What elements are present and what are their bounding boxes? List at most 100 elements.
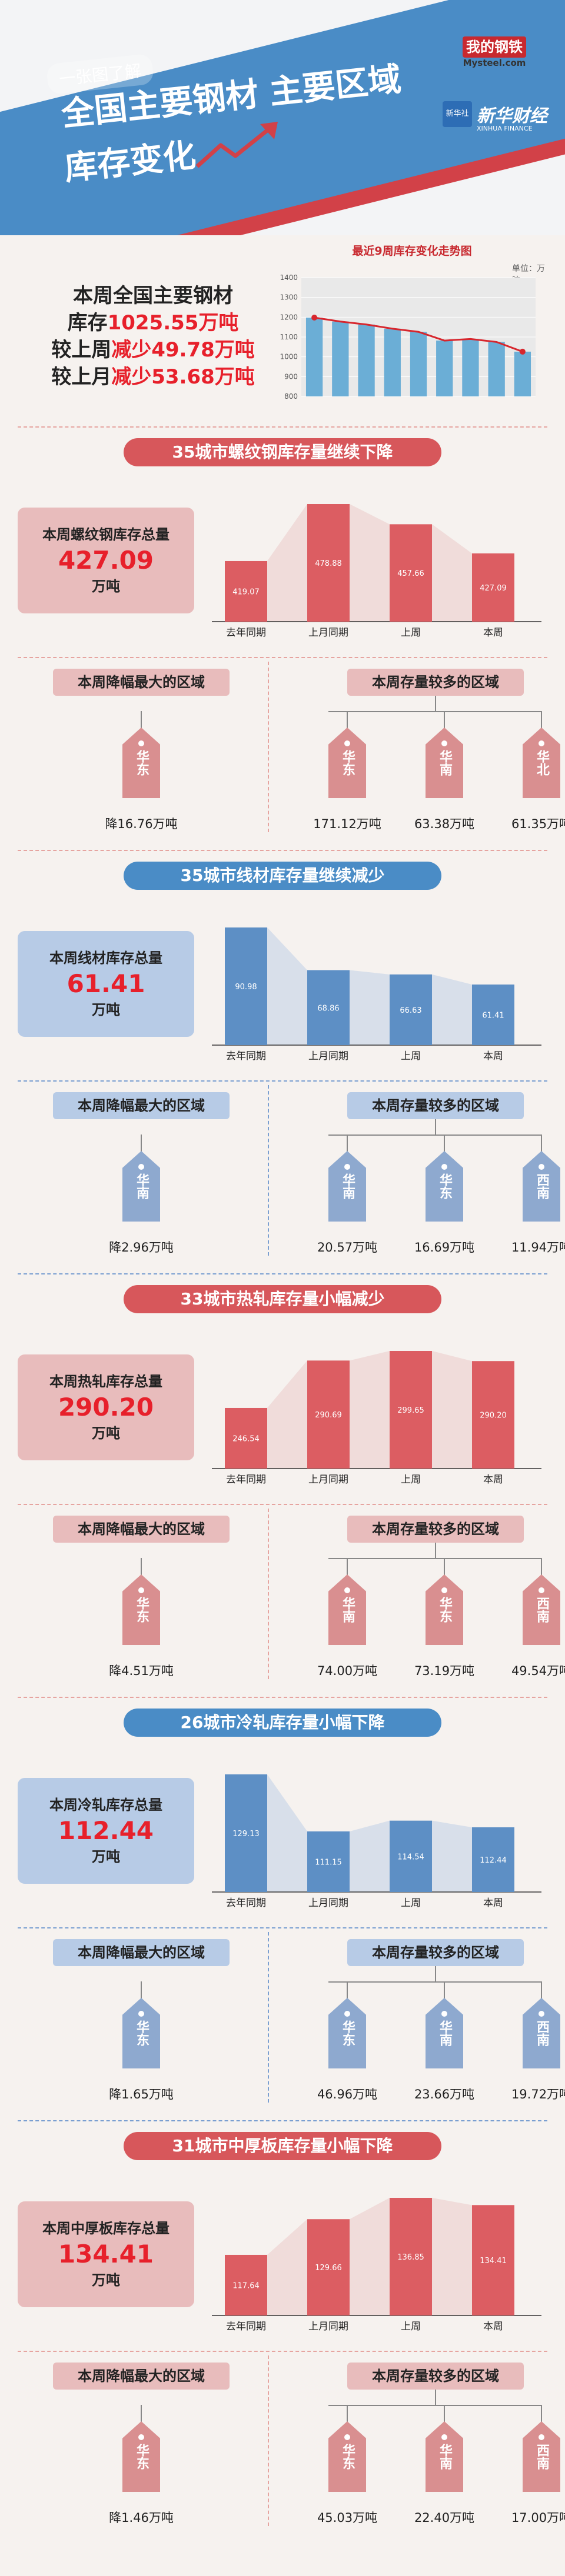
top-region-tag: 华东 — [328, 1981, 366, 2068]
bar-value-label: 290.69 — [315, 1411, 342, 1420]
tag-string — [347, 1558, 348, 1578]
region-amount: 46.96万吨 — [317, 2087, 378, 2101]
tag-region-name: 华东 — [122, 2421, 160, 2492]
tag-hole — [441, 2434, 447, 2440]
nine-week-trend-chart: 最近9周库存变化走势图 单位：万吨 8009001000110012001300… — [277, 242, 547, 407]
top-region-tag: 华东 — [426, 1558, 463, 1645]
tag-hole — [138, 1164, 144, 1170]
stock-unit: 万吨 — [92, 1848, 120, 1865]
trend-bar — [436, 341, 453, 396]
section-title: 35城市螺纹钢库存量继续下降 — [124, 438, 441, 466]
trend-point — [311, 315, 318, 321]
trend-line — [314, 316, 523, 353]
bar — [307, 1831, 350, 1892]
tag-string — [541, 711, 542, 731]
tag-region-name: 华东 — [122, 1574, 160, 1645]
bar — [390, 1820, 432, 1892]
bar-value-label: 419.07 — [232, 588, 260, 596]
column-separator — [268, 1085, 269, 1256]
bar — [390, 524, 432, 622]
bar-trend-area — [225, 1774, 514, 1892]
summary-line1: 本周全国主要钢材 — [73, 284, 233, 308]
top-region-tag: 华南 — [328, 1134, 366, 1222]
top-region-tag: 华东 — [328, 2405, 366, 2492]
summary-month-change: 减少53.68万吨 — [111, 365, 255, 389]
tag-hole — [441, 2011, 447, 2017]
tag-string — [444, 2405, 445, 2425]
bar — [225, 2254, 267, 2315]
drop-amount: 降16.76万吨 — [105, 817, 178, 831]
tag-string — [444, 1981, 445, 2001]
stock-value: 112.44 — [58, 1816, 154, 1845]
stock-label: 本周线材库存总量 — [49, 950, 162, 966]
bar-value-label: 129.13 — [232, 1830, 260, 1838]
largest-drop-title: 本周降幅最大的区域 — [53, 669, 230, 696]
y-tick-label: 1400 — [280, 273, 298, 282]
tag-string — [141, 1558, 142, 1578]
weekly-stock-bar-chart: 117.64 去年同期 129.66 上月同期 136.85 上周 134.41 本周 — [212, 2198, 541, 2333]
divider — [18, 1273, 547, 1274]
tag-region-name: 西南 — [523, 1574, 560, 1645]
section-title: 26城市冷轧库存量小幅下降 — [124, 1709, 441, 1737]
trend-bar — [488, 342, 505, 396]
x-category-label: 上月同期 — [308, 1474, 348, 1486]
stock-value: 427.09 — [58, 546, 154, 575]
tree-connector — [328, 1558, 541, 1559]
drop-region-tag: 华南 — [122, 1134, 160, 1222]
tag-string — [141, 711, 142, 731]
stock-unit: 万吨 — [92, 1425, 120, 1442]
top-region-tag: 西南 — [523, 1558, 560, 1645]
region-amount: 19.72万吨 — [511, 2087, 565, 2101]
top-regions-title: 本周存量较多的区域 — [347, 1092, 524, 1119]
y-tick-label: 1200 — [280, 313, 298, 321]
region-amount: 23.66万吨 — [414, 2087, 475, 2101]
tag-hole — [344, 1164, 350, 1170]
weekly-stock-bar-chart: 419.07 去年同期 478.88 上月同期 457.66 上周 427.09 本周 — [212, 504, 541, 639]
tag-hole — [344, 2434, 350, 2440]
tag-hole — [344, 1587, 350, 1593]
trend-bar — [514, 351, 531, 396]
bar-trend-area — [225, 1351, 514, 1469]
tag-string — [444, 1558, 445, 1578]
largest-drop-title: 本周降幅最大的区域 — [53, 2363, 230, 2390]
bar — [307, 1360, 350, 1469]
divider — [18, 1080, 547, 1082]
tag-region-name: 华南 — [426, 1998, 463, 2068]
bar — [472, 1827, 514, 1892]
region-amount: 11.94万吨 — [511, 1240, 565, 1254]
drop-amount: 降2.96万吨 — [109, 1240, 174, 1254]
tree-connector — [328, 711, 541, 712]
y-tick-label: 1000 — [280, 353, 298, 361]
x-category-label: 上月同期 — [308, 627, 348, 639]
bar-value-label: 136.85 — [397, 2253, 424, 2262]
tag-region-name: 华南 — [328, 1574, 366, 1645]
x-category-label: 去年同期 — [226, 1897, 266, 1909]
top-regions-title: 本周存量较多的区域 — [347, 669, 524, 696]
bar-value-label: 66.63 — [400, 1006, 421, 1015]
top-region-tag: 华南 — [426, 2405, 463, 2492]
summary-line3-label: 较上周 — [51, 338, 112, 362]
y-tick-label: 900 — [284, 372, 298, 381]
bar — [225, 927, 267, 1045]
top-region-tag: 西南 — [523, 1134, 560, 1222]
trend-chart-svg: 800 900 1000 1100 1200 1300 1400 — [280, 273, 536, 401]
column-separator — [268, 662, 269, 832]
tag-hole — [344, 740, 350, 746]
trend-point — [519, 348, 526, 355]
tag-string — [347, 2405, 348, 2425]
bar-value-label: 129.66 — [315, 2264, 342, 2273]
column-separator — [268, 1932, 269, 2103]
x-category-label: 上周 — [401, 2321, 421, 2333]
stock-value: 61.41 — [67, 969, 145, 998]
region-amount: 74.00万吨 — [317, 1664, 378, 1678]
top-region-tag: 华东 — [328, 711, 366, 798]
region-amount: 45.03万吨 — [317, 2511, 378, 2525]
bar-value-label: 246.54 — [232, 1434, 260, 1443]
drop-region-tag: 华东 — [122, 1558, 160, 1645]
region-amount: 16.69万吨 — [414, 1240, 475, 1254]
tag-hole — [539, 740, 544, 746]
tag-hole — [441, 740, 447, 746]
trend-bar — [332, 321, 349, 396]
tag-region-name: 华东 — [426, 1574, 463, 1645]
top-region-tag: 华南 — [426, 1981, 463, 2068]
